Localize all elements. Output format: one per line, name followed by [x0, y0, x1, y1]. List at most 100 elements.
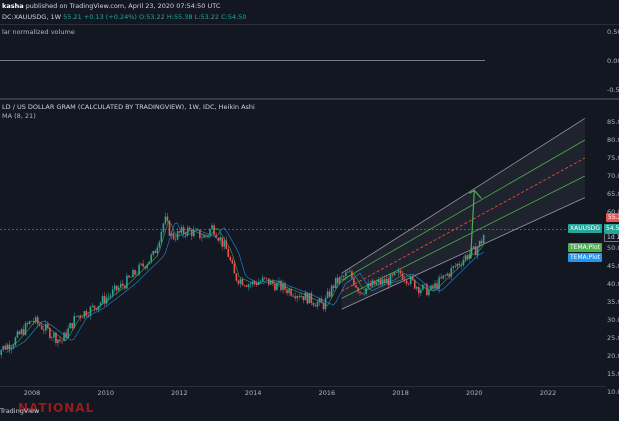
candle-body [294, 296, 296, 299]
candle-body [40, 325, 43, 330]
candle-body [93, 305, 96, 309]
candle-body [30, 321, 33, 322]
candle-body [219, 237, 221, 241]
price-chart[interactable] [0, 100, 605, 386]
candle-body [436, 283, 438, 289]
price-tick: 80.0 [607, 136, 619, 144]
pane-resize-handle[interactable] [0, 98, 619, 100]
candle-body [61, 340, 63, 342]
candle-body [91, 305, 94, 307]
candle-body [65, 332, 67, 338]
tema-tag-1[interactable]: TEMA:Plot [568, 243, 602, 252]
candle-body [393, 272, 396, 276]
candle-body [134, 270, 136, 275]
candle-body [399, 270, 402, 274]
candle-body [227, 248, 230, 257]
countdown-tag: 1d 1 [604, 233, 619, 242]
tradingview-brand[interactable]: TradingView [0, 407, 40, 415]
candle-body [336, 277, 339, 284]
volume-indicator-title[interactable]: lar normalized volume [2, 28, 75, 36]
main-chart-title[interactable]: LD / US DOLLAR GRAM (CALCULATED BY TRADI… [2, 103, 255, 111]
symbol-tag[interactable]: XAUUSDG [568, 224, 603, 233]
candle-body [154, 250, 157, 253]
candle-body [95, 308, 98, 310]
indicator-title[interactable]: MA (8, 21) [2, 112, 36, 120]
time-tick: 2020 [466, 389, 483, 397]
candle-body [312, 302, 315, 306]
candle-body [24, 323, 27, 335]
candle-body [476, 247, 479, 256]
candle-body [282, 283, 284, 291]
candle-body [432, 285, 434, 289]
candle-body [357, 287, 359, 292]
channel-upper-line [341, 118, 586, 274]
candle-body [209, 229, 211, 236]
candle-body [164, 216, 167, 224]
price-tick: 50.0 [607, 244, 619, 252]
price-tick: 30.0 [607, 316, 619, 324]
candle-body [132, 270, 134, 278]
candle-body [188, 227, 191, 230]
candle-body [290, 289, 292, 296]
price-tick: 15.0 [607, 370, 619, 378]
candle-body [160, 231, 163, 243]
candle-body [126, 275, 128, 289]
candle-body [241, 279, 244, 286]
candle-body [308, 293, 311, 304]
candle-body [75, 316, 78, 317]
candle-body [28, 321, 31, 324]
candle-body [26, 323, 29, 324]
candle-body [67, 328, 69, 338]
symbol-bar: DC:XAUUSDG, 1W 55.21 +0.13 (+0.24%) O:53… [2, 12, 246, 23]
candle-body [249, 284, 252, 285]
candle-body [162, 223, 165, 232]
author-name[interactable]: kasha [2, 2, 24, 10]
volume-zero-line [0, 60, 485, 61]
candle-body [168, 220, 171, 236]
candle-body [438, 277, 440, 289]
candle-body [314, 305, 317, 307]
candle-body [322, 302, 325, 310]
symbol-label[interactable]: DC:XAUUSDG, 1W [2, 13, 62, 21]
candle-body [20, 329, 23, 335]
tema-tag-2[interactable]: TEMA:Plot [568, 253, 602, 262]
candle-body [332, 285, 335, 288]
candle-body [138, 264, 140, 275]
candle-body [363, 293, 365, 295]
candle-body [172, 233, 175, 240]
candle-body [63, 332, 65, 342]
candle-body [217, 238, 219, 241]
candle-body [113, 285, 116, 290]
candle-body [239, 279, 242, 284]
candle-body [257, 282, 260, 286]
candle-body [401, 273, 404, 280]
candle-body [184, 233, 187, 235]
candle-body [237, 280, 240, 284]
candle-body [207, 235, 209, 237]
candle-body [353, 278, 355, 286]
candle-body [128, 275, 130, 278]
candle-body [265, 277, 268, 279]
candle-body [452, 266, 455, 269]
candle-body [300, 296, 303, 298]
watermark-text: NATIONAL [18, 401, 95, 415]
candle-body [245, 285, 248, 288]
candle-body [221, 237, 223, 247]
candle-body [199, 229, 201, 239]
candle-body [426, 284, 428, 296]
candle-body [193, 229, 195, 237]
candle-body [36, 317, 39, 324]
candle-body [472, 246, 475, 248]
candle-body [38, 323, 41, 326]
price-change: +0.13 (+0.24%) [83, 13, 137, 21]
publish-info: published on TradingView.com, April 23, … [25, 2, 221, 10]
candle-body [446, 273, 448, 276]
candle-body [53, 332, 55, 338]
candle-body [130, 277, 132, 278]
candle-body [223, 240, 226, 247]
symbol-value-tag: 54.5 [604, 224, 619, 233]
candle-body [338, 276, 341, 284]
candle-body [456, 263, 459, 267]
candle-body [284, 283, 286, 290]
last-price-tag: 55.2 [606, 213, 619, 222]
